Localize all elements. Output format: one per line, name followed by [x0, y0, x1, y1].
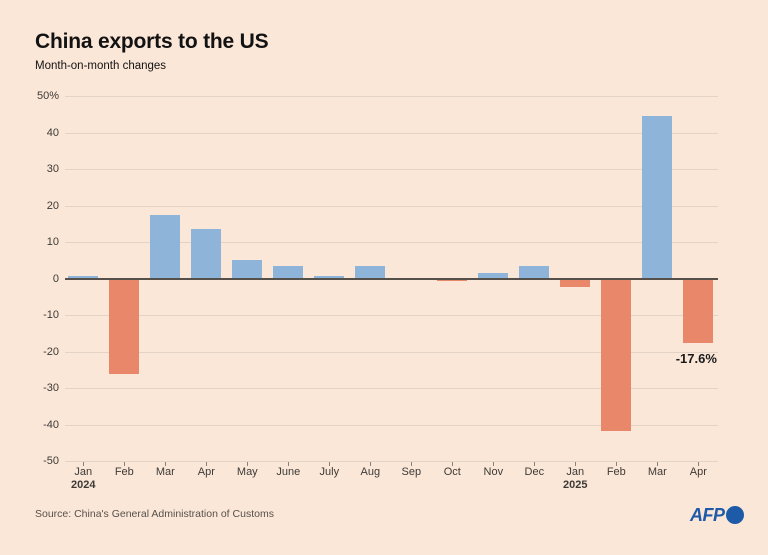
y-gridline: [65, 388, 718, 389]
x-axis-tick: [164, 461, 166, 466]
y-gridline: [65, 351, 718, 353]
y-gridline: [65, 424, 718, 426]
afp-dot-icon: [725, 506, 744, 524]
x-axis-label: Nov: [483, 466, 504, 478]
x-axis-tick: [246, 461, 248, 466]
page-title: China exports to the US: [35, 30, 269, 53]
x-axis-label: Sep: [401, 466, 422, 478]
x-axis-label: Apr: [689, 466, 707, 478]
y-axis-label: -20: [43, 345, 59, 358]
x-axis-tick: [451, 461, 453, 466]
x-axis-label: Mar: [647, 466, 667, 478]
source-note: Source: China's General Administration o…: [35, 508, 274, 520]
x-axis-tick: [287, 461, 289, 466]
chart-bar: [355, 266, 386, 279]
chart-bar: [68, 275, 99, 279]
y-axis-label: 10: [46, 236, 59, 248]
x-axis-label: July: [319, 466, 340, 478]
chart-bar: [191, 229, 222, 279]
x-axis-year-label: 2024: [71, 479, 96, 491]
x-axis-tick: [533, 461, 535, 466]
y-gridline: [65, 461, 718, 462]
y-gridline: [65, 169, 718, 170]
chart-bar: [642, 116, 673, 279]
x-axis-label: June: [276, 466, 301, 478]
y-axis-label: 20: [46, 199, 59, 212]
y-gridline: [65, 205, 718, 207]
y-gridline: [65, 132, 718, 134]
chart-bar: [519, 266, 550, 279]
x-axis-label: Dec: [524, 466, 545, 478]
chart-bar: [109, 278, 140, 375]
chart-bar: [314, 276, 345, 279]
x-axis-label: May: [236, 466, 258, 478]
bar-value-annotation: -17.6%: [675, 350, 717, 366]
x-axis-label: Apr: [197, 466, 215, 478]
x-axis-label: Jan: [74, 466, 93, 478]
y-axis-label: 0: [52, 272, 59, 285]
chart-bar: [601, 278, 632, 432]
y-axis-label: -40: [43, 418, 59, 431]
y-axis-label: 50%: [36, 90, 59, 102]
x-axis-tick: [697, 461, 699, 466]
x-axis-label: Feb: [606, 466, 626, 478]
x-axis-year-label: 2025: [563, 479, 588, 491]
y-axis-label: 30: [46, 163, 59, 175]
x-axis-tick: [123, 461, 125, 466]
x-axis-tick: [328, 461, 330, 466]
y-gridline: [65, 242, 718, 243]
x-axis-label: Mar: [155, 466, 175, 478]
y-axis-label: -50: [43, 455, 59, 467]
x-axis-label: Oct: [443, 466, 461, 478]
x-axis-tick: [615, 461, 617, 466]
chart-bar: [560, 278, 591, 287]
chart-bar: [273, 265, 304, 279]
y-axis-label: 40: [46, 126, 59, 139]
x-axis-label: Jan: [566, 466, 585, 478]
x-axis-tick: [369, 461, 371, 466]
x-axis-tick: [656, 461, 658, 466]
y-gridline: [65, 96, 718, 97]
x-axis-label: Aug: [360, 466, 381, 478]
x-axis-tick: [492, 461, 494, 466]
x-axis-tick: [410, 461, 412, 466]
chart-bar: [683, 278, 714, 343]
x-axis-label: Feb: [114, 466, 134, 478]
chart-bar: [232, 260, 263, 279]
chart-bar: [478, 273, 509, 279]
afp-logo-text: AFP: [690, 505, 725, 525]
chart-bar: [150, 214, 181, 279]
x-axis-tick: [205, 461, 207, 466]
x-axis-tick: [574, 461, 576, 466]
y-axis-label: -30: [43, 382, 59, 394]
x-axis-tick: [82, 461, 84, 466]
afp-logo: AFP: [690, 505, 744, 525]
y-gridline: [65, 315, 718, 316]
zero-axis-line: [65, 278, 718, 280]
chart-subtitle: Month-on-month changes: [35, 60, 167, 72]
y-axis-label: -10: [43, 309, 59, 321]
